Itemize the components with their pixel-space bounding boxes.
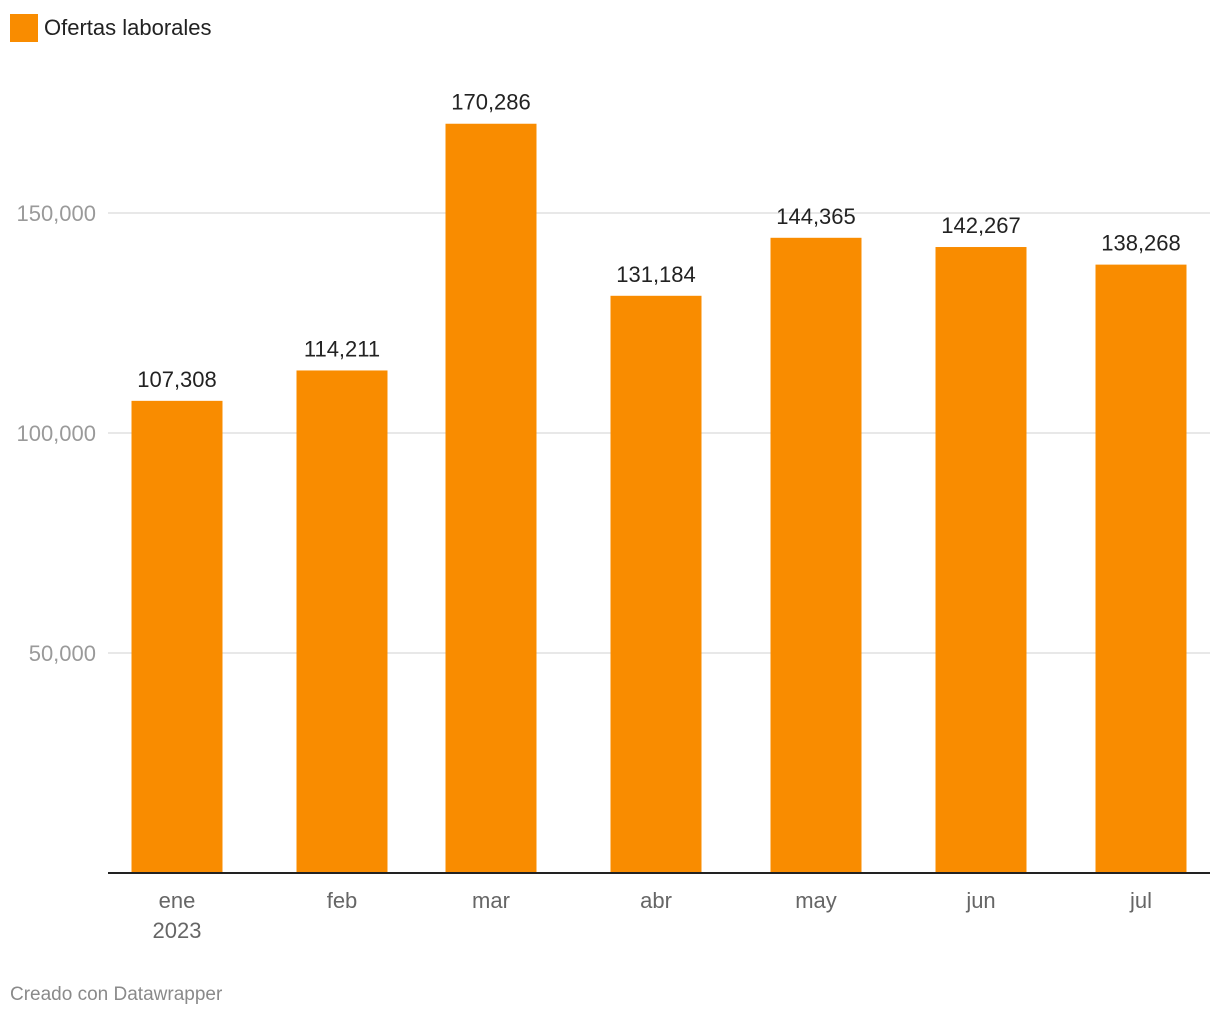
x-tick-label: may — [795, 888, 837, 913]
data-label: 142,267 — [941, 213, 1021, 238]
x-tick-label: abr — [640, 888, 672, 913]
data-label: 107,308 — [137, 367, 217, 392]
legend-swatch — [10, 14, 38, 42]
y-tick-label: 100,000 — [16, 421, 96, 446]
x-tick-sublabel: 2023 — [153, 918, 202, 943]
x-tick-label: feb — [327, 888, 358, 913]
data-label: 170,286 — [451, 90, 531, 115]
data-label: 114,211 — [304, 336, 380, 361]
x-tick-label: ene — [159, 888, 196, 913]
y-tick-label: 150,000 — [16, 201, 96, 226]
bar — [770, 237, 862, 873]
bar — [1095, 264, 1187, 873]
bar — [445, 123, 537, 874]
x-tick-label: jul — [1129, 888, 1152, 913]
y-tick-label: 50,000 — [29, 641, 96, 666]
bar-chart: 50,000 100,000 150,000 107,308 ene 2023 114,21… — [16, 90, 1210, 943]
data-label: 144,365 — [776, 204, 856, 229]
x-tick-label: jun — [965, 888, 995, 913]
legend-label: Ofertas laborales — [44, 15, 212, 40]
bar — [610, 295, 702, 873]
credit-text: Creado con Datawrapper — [10, 984, 223, 1005]
x-tick-label: mar — [472, 888, 510, 913]
bar — [131, 400, 223, 873]
bar — [935, 247, 1027, 873]
data-label: 138,268 — [1101, 231, 1181, 256]
data-label: 131,184 — [616, 262, 696, 287]
legend: Ofertas laborales — [10, 14, 212, 42]
bar — [296, 370, 388, 873]
